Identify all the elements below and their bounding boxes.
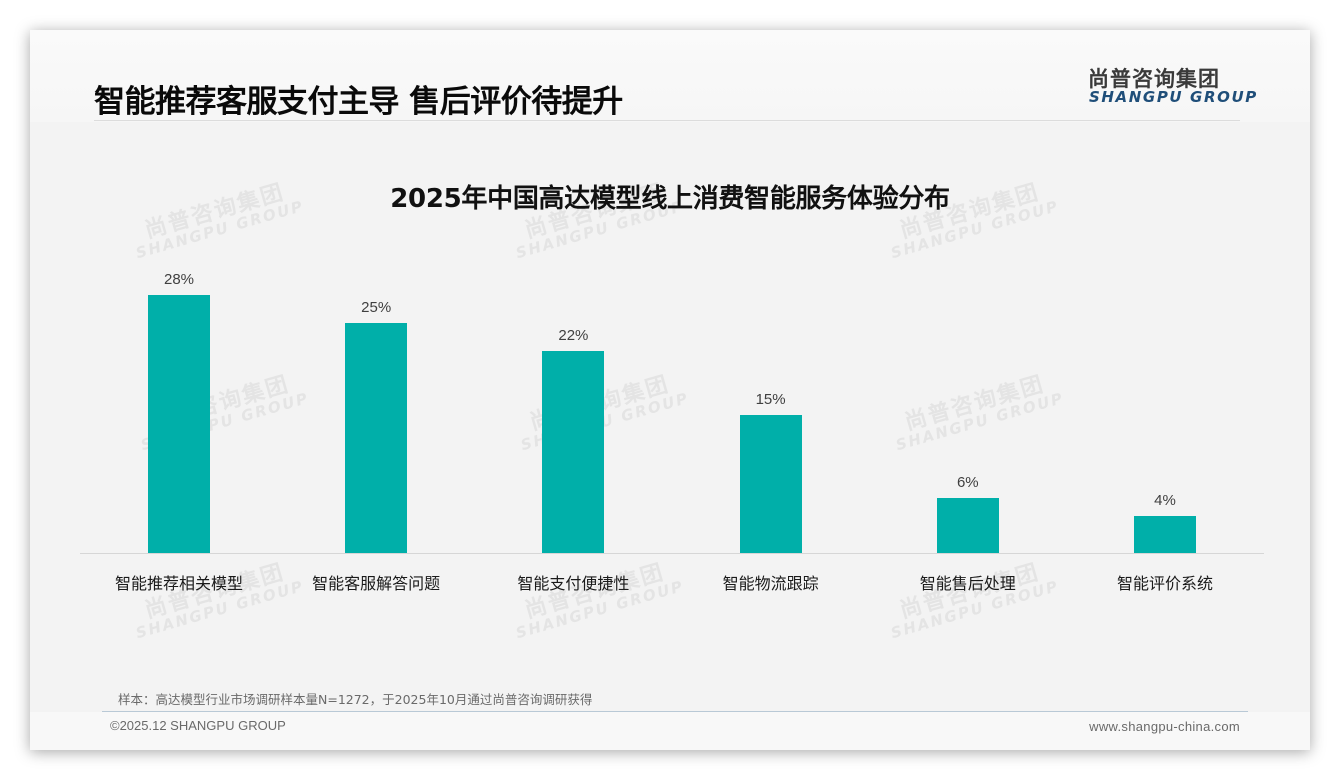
website-link[interactable]: www.shangpu-china.com: [1089, 719, 1240, 734]
category-label: 智能推荐相关模型: [114, 574, 243, 593]
copyright-text: ©2025.12 SHANGPU GROUP: [110, 718, 286, 733]
bar: [345, 323, 408, 553]
logo-english: SHANGPU GROUP: [1089, 88, 1258, 106]
category-label: 智能支付便捷性: [517, 574, 630, 593]
header-divider: [94, 120, 1240, 121]
bar: [542, 350, 605, 553]
category-label: 智能评价系统: [1116, 574, 1213, 593]
bar-value-label: 15%: [755, 391, 786, 408]
category-label: 智能售后处理: [919, 574, 1016, 593]
bar-value-label: 6%: [956, 473, 979, 491]
bar: [148, 295, 210, 553]
footer-divider: [102, 711, 1248, 712]
category-label: 智能客服解答问题: [312, 574, 441, 593]
bar-value-label: 28%: [163, 271, 195, 289]
bar-value-label: 22%: [558, 326, 589, 344]
bar-value-label: 25%: [361, 299, 392, 316]
category-label: 智能物流跟踪: [722, 574, 819, 593]
footer-background: [30, 712, 1310, 750]
header-background: [30, 30, 1310, 122]
bar: [936, 497, 999, 553]
slide: 智能推荐客服支付主导 售后评价待提升 尚普咨询集团 SHANGPU GROUP …: [30, 30, 1310, 750]
bar: [739, 415, 802, 553]
x-axis-line: [80, 553, 1264, 554]
page-title: 智能推荐客服支付主导 售后评价待提升: [94, 84, 623, 120]
bar-value-label: 4%: [1154, 492, 1176, 510]
logo-chinese: 尚普咨询集团: [1088, 67, 1220, 91]
chart-title: 2025年中国高达模型线上消费智能服务体验分布: [390, 184, 950, 214]
sample-note: 样本：高达模型行业市场调研样本量N=1272，于2025年10月通过尚普咨询调研…: [118, 692, 593, 707]
bar: [1134, 516, 1196, 553]
